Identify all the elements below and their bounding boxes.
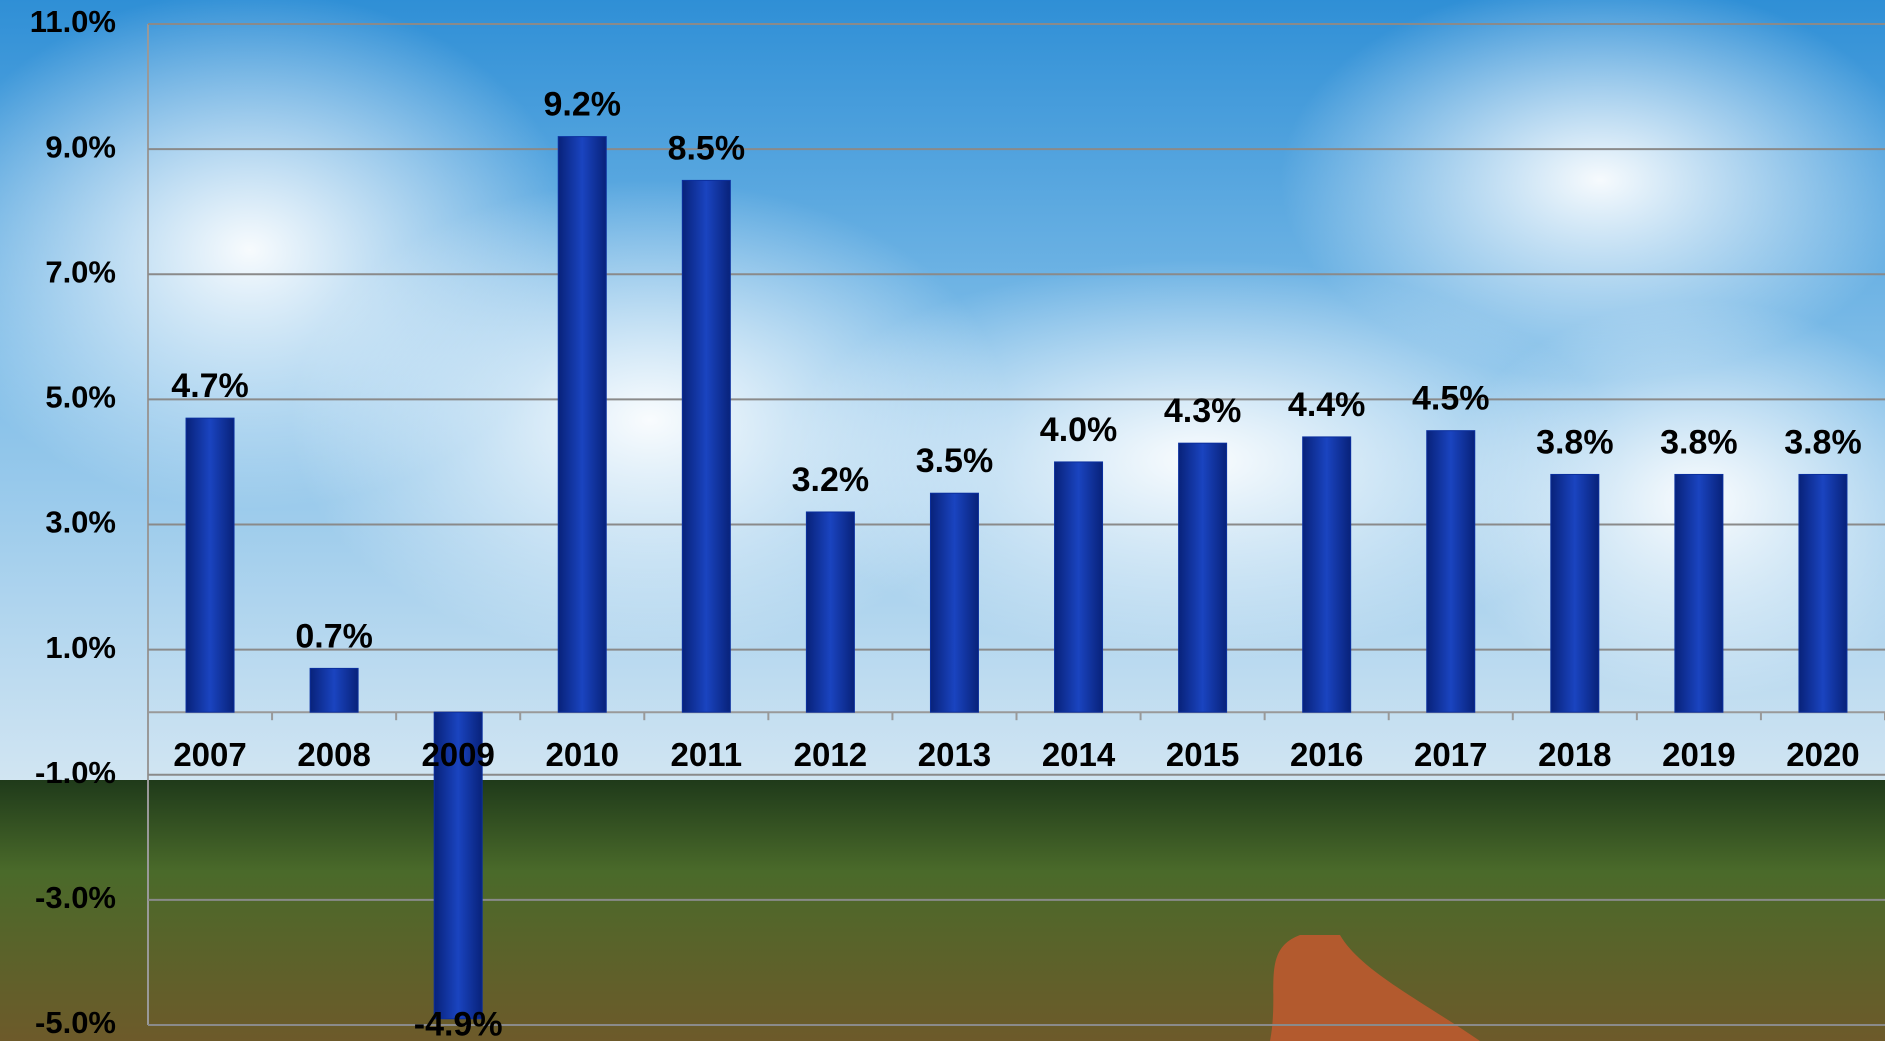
- y-tick-label: 9.0%: [45, 129, 116, 164]
- x-tick-label: 2016: [1290, 736, 1363, 773]
- bar: [185, 417, 235, 713]
- x-tick-label: 2008: [297, 736, 370, 773]
- y-tick-label: 7.0%: [45, 254, 116, 289]
- value-label: 3.5%: [916, 442, 994, 480]
- x-tick-label: 2013: [918, 736, 991, 773]
- x-tick-label: 2018: [1538, 736, 1611, 773]
- y-tick-label: -1.0%: [35, 755, 116, 790]
- bar: [557, 136, 607, 713]
- bar: [1550, 473, 1600, 713]
- x-tick-label: 2011: [671, 736, 743, 773]
- value-label: 3.8%: [1536, 423, 1614, 461]
- value-label: 9.2%: [544, 86, 622, 124]
- value-label: 8.5%: [668, 129, 746, 167]
- x-tick-label: 2014: [1042, 736, 1116, 773]
- value-label: 4.5%: [1412, 380, 1490, 418]
- x-tick-label: 2019: [1662, 736, 1735, 773]
- x-tick-label: 2015: [1166, 736, 1239, 773]
- bar: [1054, 461, 1104, 713]
- bar: [309, 667, 359, 713]
- value-label: 4.4%: [1288, 386, 1366, 424]
- bar: [1178, 442, 1228, 713]
- y-tick-label: 5.0%: [45, 380, 116, 415]
- value-label: 4.7%: [171, 367, 249, 405]
- x-tick-label: 2020: [1786, 736, 1859, 773]
- bar: [433, 711, 483, 1020]
- x-tick-label: 2017: [1414, 736, 1487, 773]
- y-tick-label: -3.0%: [35, 880, 116, 915]
- value-label: 3.8%: [1784, 423, 1862, 461]
- value-label: 0.7%: [295, 617, 373, 655]
- value-label: -4.9%: [414, 1006, 503, 1041]
- bar: [1426, 430, 1476, 713]
- x-tick-label: 2007: [173, 736, 246, 773]
- value-label: 4.3%: [1164, 392, 1242, 430]
- bar: [929, 492, 979, 713]
- bar: [1302, 436, 1352, 713]
- bar: [1674, 473, 1724, 713]
- x-tick-label: 2010: [546, 736, 619, 773]
- bar: [681, 179, 731, 713]
- bar: [1798, 473, 1848, 713]
- value-label: 3.2%: [792, 461, 870, 499]
- x-tick-label: 2009: [421, 736, 494, 773]
- x-tick-label: 2012: [794, 736, 867, 773]
- y-tick-label: -5.0%: [35, 1005, 116, 1040]
- y-tick-label: 1.0%: [45, 630, 116, 665]
- y-tick-label: 11.0%: [30, 4, 116, 39]
- bar: [805, 511, 855, 713]
- value-label: 3.8%: [1660, 423, 1738, 461]
- y-tick-label: 3.0%: [45, 505, 116, 540]
- value-label: 4.0%: [1040, 411, 1118, 449]
